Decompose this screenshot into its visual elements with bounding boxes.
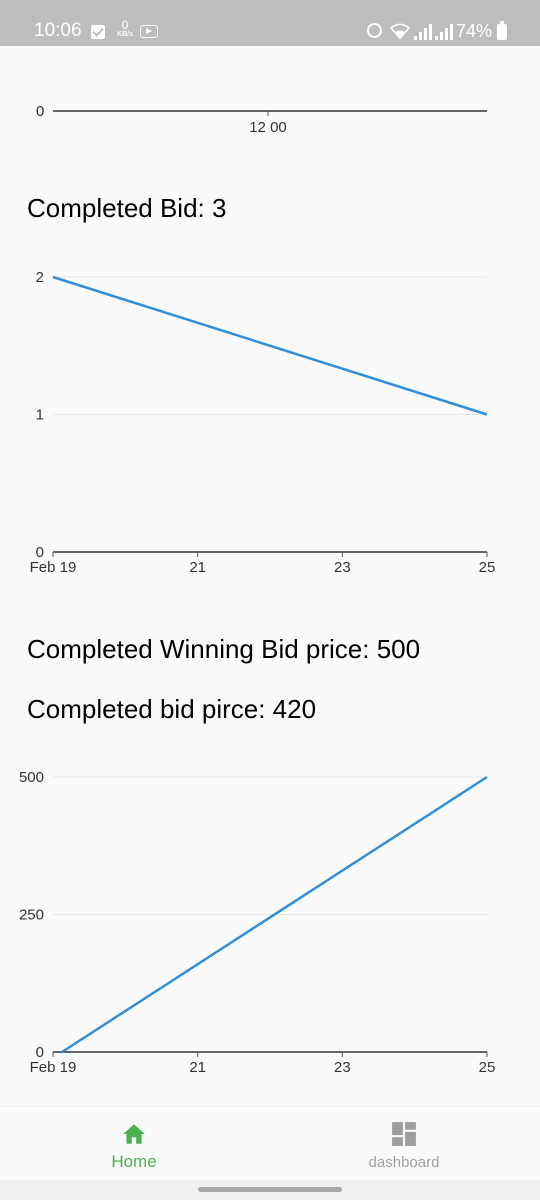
dashboard-icon <box>392 1122 416 1146</box>
gesture-handle[interactable] <box>198 1187 342 1192</box>
price-chart-x-tick-label: Feb 19 <box>30 1059 77 1076</box>
battery-icon <box>497 21 507 40</box>
top-chart-y-tick: 0 <box>36 103 44 120</box>
nav-dashboard-tab[interactable]: dashboard <box>334 1107 474 1181</box>
bottom-navigation: Home dashboard <box>0 1106 540 1180</box>
status-bar: 10:06 0 KB/s 74% <box>0 0 540 46</box>
bid-chart-y-tick-label: 2 <box>36 269 44 286</box>
price-chart-x-tick-label: 23 <box>334 1059 351 1076</box>
price-chart-y-tick-label: 500 <box>19 769 44 786</box>
price-chart-y-tick-label: 250 <box>19 907 44 924</box>
bid-chart-y-tick-label: 1 <box>36 407 44 424</box>
price-chart-x-tick-label: 21 <box>189 1059 206 1076</box>
bid-chart-series-line <box>52 275 488 416</box>
home-icon <box>123 1124 145 1144</box>
bid-price-heading: Completed bid pirce: 420 <box>27 694 317 724</box>
top-chart: 0 12 00 <box>36 103 487 136</box>
network-speed: 0 KB/s <box>114 19 136 38</box>
bid-price-chart: 0 250 500 Feb 19 21 23 25 <box>19 769 496 1076</box>
notification-check-icon <box>91 25 105 39</box>
price-chart-x-tick-label: 25 <box>479 1059 496 1076</box>
signal-icon-sim1 <box>414 24 432 40</box>
nav-home-tab[interactable]: Home <box>64 1107 204 1181</box>
wifi-icon <box>390 23 410 39</box>
youtube-notification-icon <box>140 25 158 38</box>
network-speed-value: 0 <box>121 18 129 32</box>
winning-bid-price-heading: Completed Winning Bid price: 500 <box>27 634 421 664</box>
price-chart-y-tick-label: 0 <box>36 1044 44 1061</box>
gesture-navigation-area <box>0 1180 540 1200</box>
completed-bid-heading: Completed Bid: 3 <box>27 193 227 223</box>
price-chart-series-line <box>61 775 488 1054</box>
nav-home-label: Home <box>111 1152 157 1171</box>
signal-icon-sim2 <box>435 24 453 40</box>
bid-chart-y-tick-label: 0 <box>36 544 44 561</box>
status-time: 10:06 <box>34 20 82 41</box>
completed-bid-chart: 0 1 2 Feb 19 21 23 25 <box>30 269 496 576</box>
alarm-icon <box>367 23 382 38</box>
bid-chart-x-tick-label: 25 <box>479 559 496 576</box>
top-chart-x-tick: 12 00 <box>249 119 287 136</box>
bid-chart-x-tick-label: Feb 19 <box>30 559 77 576</box>
bid-chart-x-tick-label: 21 <box>189 559 206 576</box>
nav-dashboard-label: dashboard <box>368 1154 440 1171</box>
network-speed-unit: KB/s <box>117 31 133 38</box>
battery-percent: 74% <box>456 21 493 41</box>
bid-chart-x-tick-label: 23 <box>334 559 351 576</box>
